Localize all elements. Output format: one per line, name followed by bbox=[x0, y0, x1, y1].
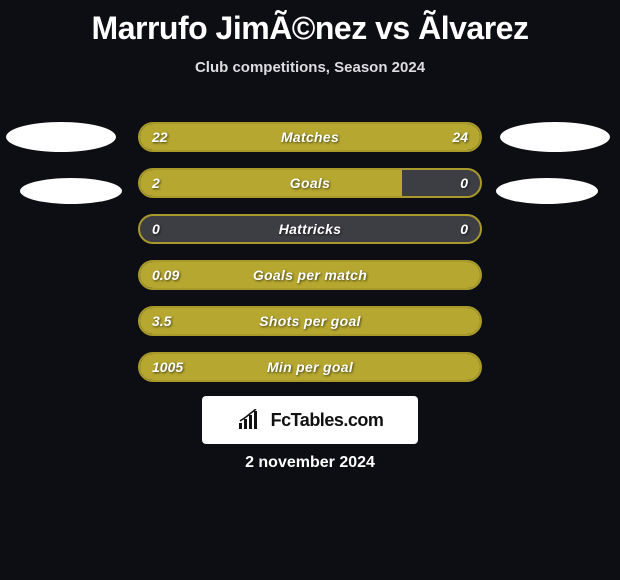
player1-avatar-bottom bbox=[20, 178, 122, 204]
bar-label: Shots per goal bbox=[140, 308, 480, 334]
bar-label: Hattricks bbox=[140, 216, 480, 242]
brand-chart-icon bbox=[237, 409, 265, 431]
bar-label: Matches bbox=[140, 124, 480, 150]
stat-bar: Matches22 24 bbox=[138, 122, 482, 152]
stat-bar: Shots per goal3.5 bbox=[138, 306, 482, 336]
subtitle: Club competitions, Season 2024 bbox=[0, 59, 620, 76]
bar-value-left: 3.5 bbox=[152, 308, 171, 334]
brand-text: FcTables.com bbox=[271, 410, 384, 431]
player1-avatar-top bbox=[6, 122, 116, 152]
bar-value-left: 0.09 bbox=[152, 262, 179, 288]
bar-value-left: 22 bbox=[152, 124, 168, 150]
bar-value-right: 0 bbox=[460, 170, 468, 196]
bar-label: Min per goal bbox=[140, 354, 480, 380]
date-text: 2 november 2024 bbox=[0, 454, 620, 472]
brand-badge: FcTables.com bbox=[202, 396, 418, 444]
stat-bar: Min per goal1005 bbox=[138, 352, 482, 382]
bar-label: Goals bbox=[140, 170, 480, 196]
comparison-bars: Matches2224Goals20Hattricks00Goals per m… bbox=[138, 122, 482, 398]
bar-label: Goals per match bbox=[140, 262, 480, 288]
bar-value-right: 24 bbox=[452, 124, 468, 150]
page-title: Marrufo JimÃ©nez vs Ãlvarez bbox=[0, 0, 620, 47]
bar-value-left: 1005 bbox=[152, 354, 183, 380]
stat-bar: Goals per match0.09 bbox=[138, 260, 482, 290]
stat-bar: Goals2 0 bbox=[138, 168, 482, 198]
bar-value-right: 0 bbox=[460, 216, 468, 242]
stat-bar: Hattricks0 0 bbox=[138, 214, 482, 244]
player2-avatar-bottom bbox=[496, 178, 598, 204]
player2-avatar-top bbox=[500, 122, 610, 152]
bar-value-left: 2 bbox=[152, 170, 160, 196]
bar-value-left: 0 bbox=[152, 216, 160, 242]
